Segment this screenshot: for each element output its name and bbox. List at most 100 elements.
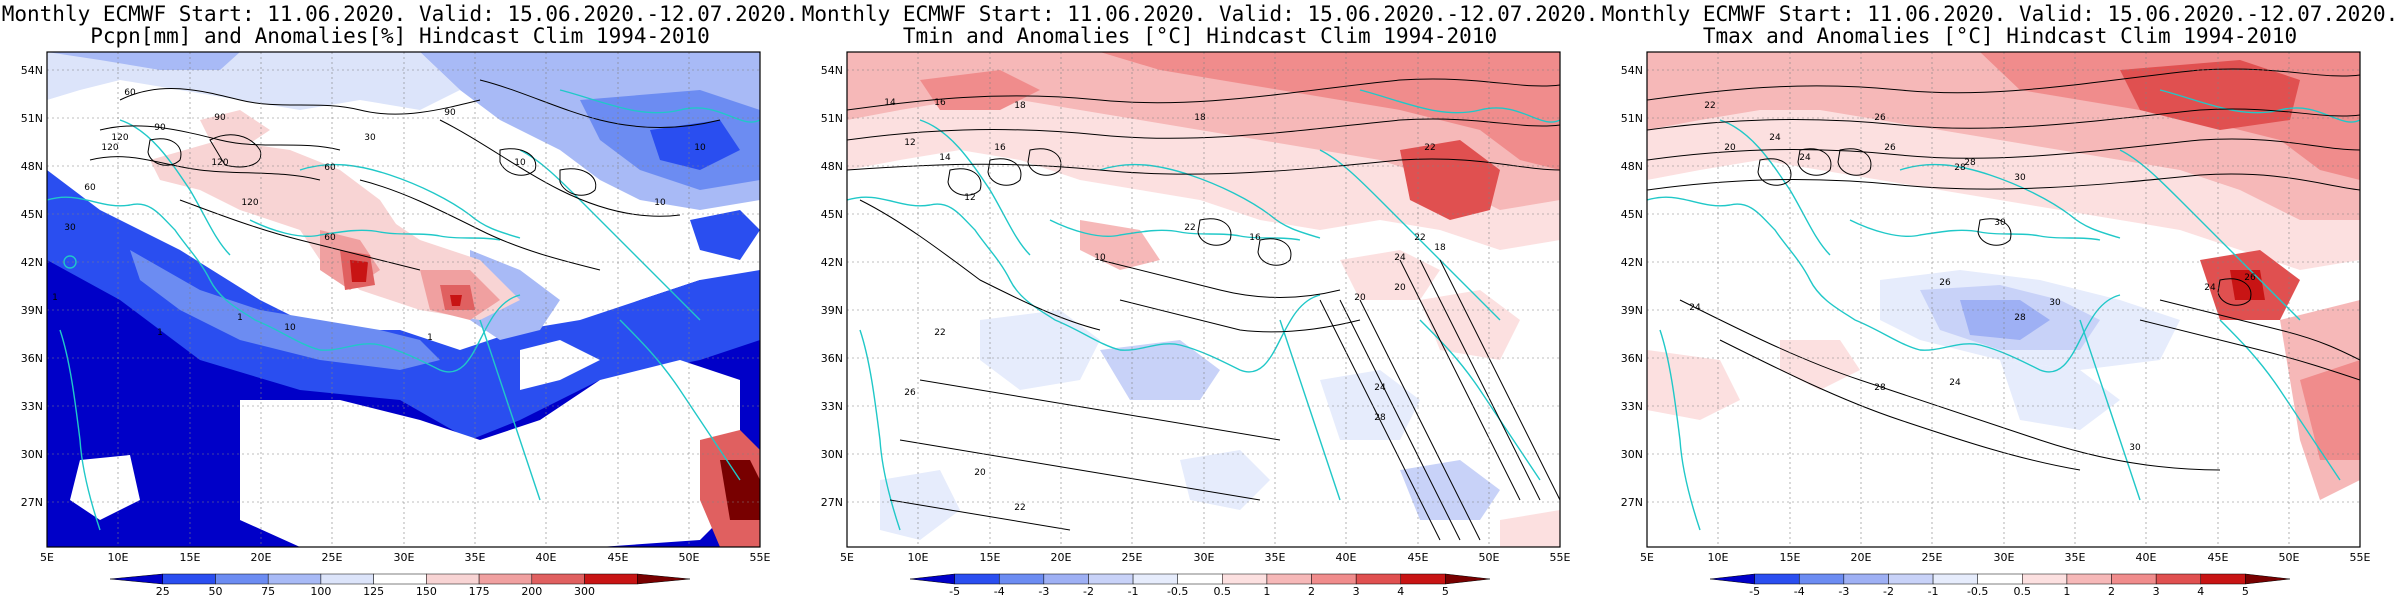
colorbar-label: 200 [521,585,542,598]
contour-label: 60 [324,233,336,243]
colorbar-swatch [373,573,427,585]
lat-label: 36N [821,352,843,365]
colorbar-swatch [2066,573,2112,585]
colorbar-swatch [637,573,691,585]
lon-label: 20E [251,551,272,564]
lon-label: 35E [2065,551,2086,564]
contour-label: 1 [237,313,243,323]
lat-label: 48N [821,160,843,173]
panel-title-line2: Tmin and Anomalies [°C] Hindcast Clim 19… [902,24,1498,48]
contour-label: 120 [111,133,128,143]
contour-label: 120 [211,158,228,168]
lon-label: 15E [180,551,201,564]
colorbar-label: -3 [1038,585,1049,598]
colorbar-label: -5 [1749,585,1760,598]
colorbar-swatch [109,573,163,585]
lon-label: 40E [1336,551,1357,564]
lat-label: 33N [821,400,843,413]
colorbar-swatch [1222,573,1268,585]
tmin-contour-labels: 14 16 18 12 14 16 18 22 24 20 22 12 10 16 22 18 20 24 28 22… [884,98,1446,513]
colorbar-label: 125 [363,585,384,598]
lat-label: 27N [21,496,43,509]
colorbar-swatch [1754,573,1800,585]
contour-label: 30 [364,133,376,143]
contour-label: 30 [1994,218,2006,228]
lat-label: 42N [1621,256,1643,269]
lat-label: 27N [1621,496,1643,509]
colorbar-swatch [1798,573,1845,585]
lon-label: 55E [1550,551,1571,564]
lat-label: 39N [21,304,43,317]
lat-label: 45N [821,208,843,221]
colorbar-swatch [1932,573,1978,585]
colorbar-swatch [1266,573,1312,585]
precip-contour-labels: 60 90 120 90 120 30 60 90 10 10 10 120 30 60 1 1 1 1 10 60 1… [52,88,706,343]
lat-label: 30N [21,448,43,461]
lon-label: 35E [1265,551,1286,564]
lon-label: 50E [679,551,700,564]
colorbar-precip: 25 50 75 100 125 150 175 200 300 [109,573,691,598]
contour-label: 26 [1874,113,1886,123]
contour-label: 22 [1184,223,1195,233]
colorbar-swatch [1088,573,1134,585]
lon-label: 35E [465,551,486,564]
colorbar-label: 4 [2197,585,2204,598]
lat-label: 27N [821,496,843,509]
colorbar-label: 4 [1397,585,1404,598]
colorbar-swatch [2111,573,2157,585]
lon-label: 15E [1780,551,1801,564]
colorbar-swatch [1843,573,1889,585]
contour-label: 10 [514,158,526,168]
lat-label: 51N [821,112,843,125]
contour-label: 24 [1799,153,1811,163]
colorbar-swatch [1132,573,1178,585]
colorbar-label: 25 [156,585,170,598]
colorbar-swatch [909,573,955,585]
contour-label: 1 [52,293,58,303]
contour-label: 26 [2244,273,2256,283]
contour-label: 18 [1434,243,1446,253]
colorbar-swatch [1311,573,1357,585]
contour-label: 22 [1014,503,1025,513]
contour-label: 16 [994,143,1006,153]
contour-label: 26 [1884,143,1896,153]
lat-label: 54N [821,64,843,77]
contour-label: 24 [1769,133,1781,143]
lon-label: 45E [2208,551,2229,564]
panel-title-line2: Tmax and Anomalies [°C] Hindcast Clim 19… [1702,24,2298,48]
colorbar-label: 50 [208,585,222,598]
contour-label: 60 [324,163,336,173]
contour-label: 20 [1354,293,1366,303]
contour-label: 26 [904,388,916,398]
colorbar-swatch [267,573,322,585]
contour-label: 90 [154,123,166,133]
lat-label: 39N [1621,304,1643,317]
colorbar-label: -2 [1083,585,1094,598]
lon-label: 55E [2350,551,2371,564]
lat-label: 54N [1621,64,1643,77]
colorbar-label: 3 [2153,585,2160,598]
lat-label: 51N [1621,112,1643,125]
lat-label: 33N [1621,400,1643,413]
lon-label: 10E [908,551,929,564]
colorbar-label: 175 [469,585,490,598]
colorbar-swatch [1043,573,1089,585]
colorbar-label: -4 [994,585,1005,598]
colorbar-swatch [478,573,533,585]
tmax-contours [1647,68,2360,471]
contour-label: 24 [1394,253,1406,263]
colorbar-label: 150 [416,585,437,598]
lon-label: 30E [1194,551,1215,564]
lon-label: 25E [1922,551,1943,564]
colorbar-label: 75 [261,585,275,598]
grid [1647,52,2360,547]
colorbar-swatch [998,573,1045,585]
contour-label: 1 [427,333,433,343]
colorbar-swatch [1977,573,2023,585]
lat-label: 36N [21,352,43,365]
contour-label: 28 [1964,158,1976,168]
lat-label: 48N [21,160,43,173]
lon-label: 25E [322,551,343,564]
lat-label: 45N [1621,208,1643,221]
contour-label: 22 [934,328,945,338]
